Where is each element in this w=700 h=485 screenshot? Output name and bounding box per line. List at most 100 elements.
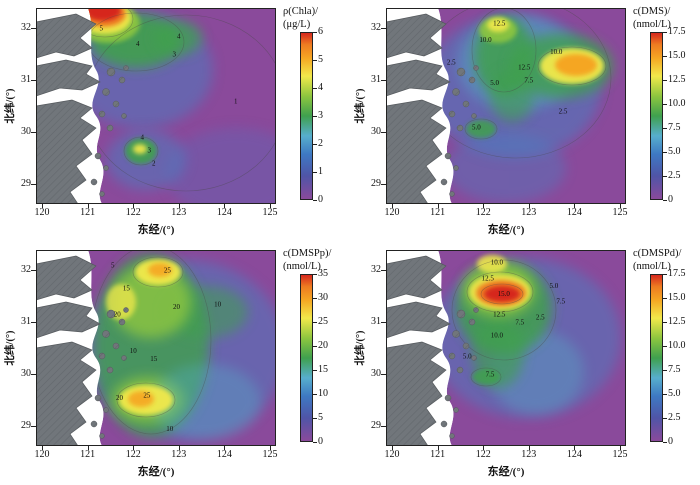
colorbar-tick-label: 2.5: [668, 412, 681, 423]
colorbar-tick-label: 17.5: [668, 26, 686, 37]
island: [94, 394, 102, 402]
y-tick-label: 32: [21, 22, 31, 33]
y-tick-mark: [381, 132, 386, 133]
contour-label: 5.0: [463, 352, 472, 360]
colorbar-tick-mark: [663, 298, 667, 299]
island: [448, 110, 456, 118]
island: [440, 420, 448, 428]
colorbar-title-line2: (μg/L): [283, 19, 311, 31]
colorbar-tick-mark: [313, 418, 317, 419]
colorbar-tick-mark: [663, 32, 667, 33]
island: [106, 124, 114, 132]
data-field-blob: [477, 255, 507, 273]
map-plot-dms: 12.5 10.0 2.5 10.0 12.5 7.5 5.0 2.5 5.0: [386, 8, 626, 204]
y-tick-label: 30: [21, 368, 31, 379]
island: [471, 355, 477, 361]
x-tick-label: 123: [521, 207, 537, 218]
colorbar-tick-label: 20: [318, 340, 328, 351]
colorbar-tick-label: 0: [668, 436, 673, 447]
coastline-land: [386, 255, 479, 446]
colorbar-tick-mark: [313, 144, 317, 145]
colorbar-tick-mark: [313, 274, 317, 275]
colorbar-tick-label: 25: [318, 316, 328, 327]
plot-frame: [386, 250, 626, 446]
island: [449, 433, 455, 439]
colorbar-tick-mark: [663, 418, 667, 419]
colorbar-tick-mark: [663, 322, 667, 323]
colorbar-tick-mark: [663, 152, 667, 153]
colorbar-tick-label: 2: [318, 138, 323, 149]
contour-label: 10: [166, 425, 174, 433]
island: [94, 152, 102, 160]
colorbar-title-line2: (nmol/L): [633, 261, 671, 273]
island: [444, 394, 452, 402]
colorbar-title-line2: (nmol/L): [633, 19, 671, 31]
contour-label: 4: [141, 134, 145, 142]
x-tick-label: 125: [262, 207, 278, 218]
interpolated-field: [438, 250, 626, 446]
plot-frame: [386, 8, 626, 204]
x-tick-mark: [87, 446, 89, 450]
contour-label: 7.5: [515, 319, 524, 327]
coastline-land: [386, 13, 479, 204]
colorbar-title-line2: (nmol/L): [283, 261, 321, 273]
panel-dmspp: 北纬/(°) 5 25 15 20 20 10 10 15 20 25 10 东经/(°) c(DM…: [0, 242, 350, 485]
island: [456, 124, 464, 132]
island: [103, 165, 109, 171]
y-tick-label: 29: [21, 420, 31, 431]
x-tick-label: 120: [384, 207, 400, 218]
contour-label: 15: [123, 285, 130, 293]
data-field-blob: [151, 364, 261, 440]
x-axis-label: 东经/(°): [137, 466, 175, 478]
island: [453, 407, 459, 413]
contour-label: 5.0: [550, 282, 559, 290]
island: [452, 330, 460, 338]
x-tick-mark: [437, 446, 439, 450]
x-tick-mark: [574, 446, 576, 450]
contour-map-svg: 10.012.515.05.07.512.57.52.510.05.07.5: [386, 250, 626, 446]
x-tick-label: 123: [171, 207, 187, 218]
contour-label: 4: [136, 40, 140, 48]
colorbar-title-line1: ρ(Chla)/: [283, 6, 318, 17]
data-field-blob: [555, 54, 597, 76]
island: [121, 113, 127, 119]
island: [444, 152, 452, 160]
contour-label: 5: [111, 261, 115, 269]
y-tick-mark: [31, 374, 36, 375]
x-tick-label: 123: [521, 449, 537, 460]
x-axis-label: 东经/(°): [487, 224, 525, 236]
island: [123, 307, 129, 313]
contour-label: 12.5: [482, 274, 495, 282]
colorbar-tick-label: 1: [318, 166, 323, 177]
colorbar-tick-mark: [313, 116, 317, 117]
y-tick-mark: [381, 426, 386, 427]
y-tick-label: 29: [371, 420, 381, 431]
colorbar-tick-label: 12.5: [668, 316, 686, 327]
coastline-land: [36, 255, 129, 446]
island: [106, 366, 114, 374]
colorbar-tick-label: 15.0: [668, 50, 686, 61]
y-tick-label: 31: [371, 74, 381, 85]
island: [468, 318, 476, 326]
island: [473, 307, 479, 313]
x-tick-mark: [224, 446, 226, 450]
contour-line: [116, 382, 176, 418]
contour-line: [438, 8, 612, 159]
colorbar-tick-label: 15.0: [668, 292, 686, 303]
island: [102, 88, 110, 96]
island: [462, 342, 470, 350]
island: [99, 191, 105, 197]
colorbar-title: c(DMSPp)/ (nmol/L): [283, 247, 331, 273]
y-tick-mark: [31, 322, 36, 323]
colorbar-tick-mark: [313, 346, 317, 347]
contour-label: 4: [177, 32, 181, 40]
y-tick-label: 30: [21, 126, 31, 137]
data-field-blob: [472, 369, 500, 385]
plot-frame: [36, 8, 276, 204]
colorbar-tick-mark: [663, 370, 667, 371]
colorbar-tick-mark: [663, 442, 667, 443]
island: [473, 65, 479, 71]
colorbar-tick-label: 4: [318, 82, 323, 93]
